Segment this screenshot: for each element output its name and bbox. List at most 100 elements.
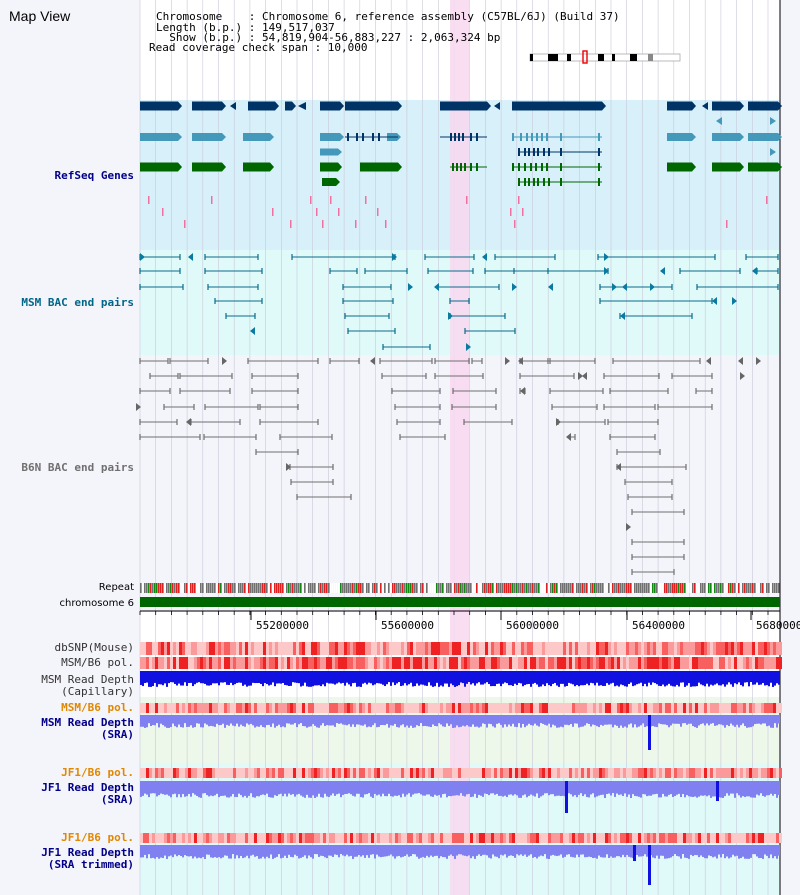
polymorphism-cell [296, 833, 299, 843]
repeat-element [304, 583, 306, 593]
read-depth-bar [554, 715, 556, 726]
read-depth-bar [698, 845, 700, 858]
read-depth-bar [316, 671, 318, 686]
read-depth-bar [492, 715, 494, 727]
read-depth-bar [522, 671, 524, 687]
track-label-msm-b6-pol-sra: MSM/B6 pol. [61, 701, 134, 714]
ruler-tick-label: 55600000 [381, 619, 434, 632]
polymorphism-cell [725, 657, 728, 669]
read-depth-bar [192, 715, 194, 728]
polymorphism-cell [416, 833, 419, 843]
read-depth-bar [620, 781, 622, 795]
polymorphism-cell [149, 703, 152, 713]
repeat-element [454, 583, 456, 593]
track-label-refseq[interactable]: RefSeq Genes [54, 169, 134, 182]
track-label-b6n-bac[interactable]: B6N BAC end pairs [21, 461, 134, 474]
read-depth-bar [206, 671, 208, 686]
polymorphism-cell [716, 642, 719, 655]
polymorphism-cell [161, 768, 164, 778]
polymorphism-cell [311, 833, 314, 843]
bac-end-marker [740, 372, 745, 380]
snp-gene-mark [466, 196, 468, 204]
polymorphism-cell [155, 657, 158, 669]
read-depth-bar [326, 715, 328, 726]
repeat-element [590, 583, 592, 593]
polymorphism-cell [491, 642, 494, 655]
read-depth-bar [686, 845, 688, 859]
polymorphism-cell [314, 657, 317, 669]
read-depth-bar [438, 671, 440, 687]
polymorphism-cell [344, 833, 347, 843]
polymorphism-cell [176, 642, 179, 655]
read-depth-bar [158, 671, 160, 685]
polymorphism-cell [713, 768, 716, 778]
repeat-element [202, 583, 204, 593]
read-depth-bar [620, 671, 622, 685]
polymorphism-cell [350, 642, 353, 655]
polymorphism-cell [644, 768, 647, 778]
polymorphism-cell [302, 657, 305, 669]
repeat-element [654, 583, 656, 593]
read-depth-bar [750, 671, 752, 683]
polymorphism-cell [368, 768, 371, 778]
read-depth-spike [633, 845, 636, 861]
read-depth-bar [666, 845, 668, 859]
polymorphism-cell [251, 768, 254, 778]
polymorphism-cell [461, 642, 464, 655]
polymorphism-cell [284, 768, 287, 778]
read-depth-bar [728, 715, 730, 727]
track-label-msm-bac[interactable]: MSM BAC end pairs [21, 296, 134, 309]
polymorphism-cell [347, 833, 350, 843]
read-depth-bar [200, 671, 202, 684]
read-depth-bar [340, 671, 342, 684]
polymorphism-cell [266, 657, 269, 669]
polymorphism-cell [518, 768, 521, 778]
polymorphism-cell [338, 768, 341, 778]
read-depth-bar [178, 715, 180, 725]
polymorphism-cell [749, 768, 752, 778]
gene-exon [464, 163, 466, 171]
read-depth-bar [768, 781, 770, 796]
polymorphism-cell [686, 657, 689, 669]
read-depth-bar [418, 781, 420, 794]
read-depth-bar [702, 715, 704, 724]
polymorphism-cell [275, 657, 278, 669]
read-depth-bar [148, 845, 150, 855]
repeat-element [598, 583, 600, 593]
read-depth-bar [278, 671, 280, 684]
polymorphism-cell [266, 833, 269, 843]
repeat-element [492, 583, 494, 593]
read-depth-bar [236, 715, 238, 724]
read-depth-bar [244, 671, 246, 685]
read-depth-bar [338, 845, 340, 858]
repeat-element [538, 583, 540, 593]
read-depth-bar [658, 671, 660, 686]
read-depth-bar [152, 715, 154, 726]
bac-end-marker [578, 372, 583, 380]
repeat-element [634, 583, 636, 593]
polymorphism-cell [287, 657, 290, 669]
read-depth-bar [348, 671, 350, 685]
read-depth-bar [730, 781, 732, 794]
polymorphism-cell [539, 657, 542, 669]
read-depth-bar [140, 781, 142, 797]
read-depth-bar [524, 845, 526, 855]
polymorphism-cell [275, 642, 278, 655]
read-depth-bar [386, 671, 388, 685]
read-depth-bar [178, 845, 180, 856]
polymorphism-cell [698, 703, 701, 713]
read-depth-bar [330, 781, 332, 796]
polymorphism-cell [512, 642, 515, 655]
polymorphism-cell [644, 657, 647, 669]
read-depth-bar [306, 781, 308, 795]
polymorphism-cell [338, 703, 341, 713]
read-depth-bar [280, 715, 282, 728]
read-depth-bar [278, 845, 280, 855]
read-depth-bar [384, 671, 386, 687]
read-depth-bar [544, 845, 546, 855]
polymorphism-cell [296, 642, 299, 655]
read-depth-bar [492, 781, 494, 794]
read-depth-bar [262, 781, 264, 795]
polymorphism-cell [563, 642, 566, 655]
